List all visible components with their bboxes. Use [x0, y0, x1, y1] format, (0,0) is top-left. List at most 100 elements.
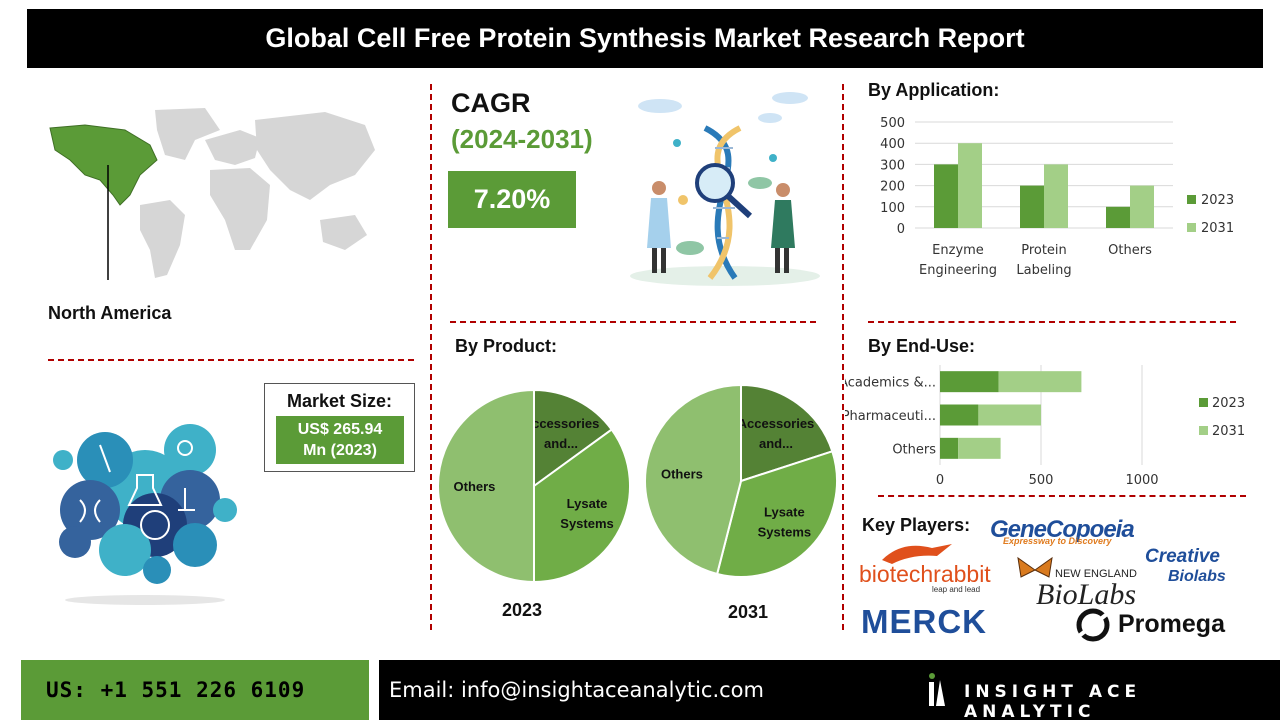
product-pie-2031: Accessories and... Lysate Systems Others: [644, 383, 838, 578]
legend-label: 2023: [1212, 396, 1245, 411]
logo-biotechrabbit-tagline: leap and lead: [932, 585, 981, 594]
cagr-value: 7.20%: [448, 171, 576, 228]
y-tick-label: 200: [880, 180, 905, 195]
promega-icon: [1076, 608, 1112, 647]
by-application-title: By Application:: [868, 80, 1000, 100]
footer-phone[interactable]: US: +1 551 226 6109: [21, 660, 369, 720]
pie-slice-label: Lysate: [764, 505, 805, 520]
cagr-years: (2024-2031): [451, 124, 593, 154]
pie-slice-label: Accessories: [523, 416, 600, 431]
bar-2031: [978, 404, 1041, 426]
y-tick-label: 400: [880, 137, 905, 152]
pie-slice-label: Others: [454, 479, 496, 494]
legend-swatch: [1187, 195, 1196, 204]
world-map: [49, 108, 375, 280]
divider-right-top: [868, 321, 1236, 323]
footer-email[interactable]: Email: info@insightaceanalytic.com: [389, 678, 764, 702]
legend-label: 2031: [1212, 424, 1245, 439]
insight-ace-logo-icon: [927, 672, 947, 713]
enduse-bar-chart: 0 500 1000 Academics &... Pharmaceuti... Othe…: [845, 365, 1245, 488]
divider-vertical-left: [430, 84, 432, 630]
key-players-title: Key Players:: [862, 515, 971, 535]
pie-slice: [533, 428, 631, 584]
logo-merck: MERCK: [861, 603, 987, 640]
pie-slice-label: and...: [544, 436, 578, 451]
pie-slice: [437, 388, 535, 584]
footer-brand: INSIGHT ACE ANALYTIC: [964, 682, 1142, 720]
x-tick-label: 500: [1029, 473, 1054, 488]
europe-shape: [205, 130, 260, 165]
x-tick-label: Labeling: [1016, 263, 1071, 278]
bar-2023: [934, 164, 958, 228]
divider-left: [48, 359, 414, 361]
y-tick-label: Pharmaceuti...: [845, 409, 936, 424]
south-america-shape: [140, 200, 185, 278]
africa-shape: [210, 168, 270, 250]
y-tick-label: 500: [880, 116, 905, 131]
bar-2023: [940, 404, 979, 426]
pie-slice: [644, 383, 742, 576]
logo-neb-top: NEW ENGLAND: [1055, 568, 1137, 580]
pie-slice-label: Systems: [560, 516, 613, 531]
y-tick-label: 0: [897, 222, 905, 237]
market-size-line2: Mn (2023): [303, 442, 377, 459]
market-size-line1: US$ 265.94: [297, 421, 383, 438]
x-tick-label: Enzyme: [932, 243, 984, 258]
market-size-title: Market Size:: [286, 391, 393, 411]
pie-slice: [715, 450, 838, 578]
pie-slice: [533, 388, 614, 488]
australia-shape: [320, 215, 367, 250]
bar-2023: [1106, 206, 1130, 228]
y-tick-label: Others: [892, 442, 936, 457]
pie-slice-label: Systems: [758, 525, 811, 540]
legend-swatch: [1199, 426, 1208, 435]
region-label: North America: [48, 303, 172, 323]
divider-right-bottom: [878, 495, 1246, 497]
dna-research-illustration: [630, 92, 820, 286]
pie-slice-label: Others: [661, 467, 703, 482]
bar-2023: [940, 371, 999, 393]
logo-genecopoeia-tagline: Expressway to Discovery: [1003, 536, 1112, 546]
by-enduse-title: By End-Use:: [868, 336, 976, 356]
divider-middle: [450, 321, 816, 323]
x-tick-label: Protein: [1021, 243, 1067, 258]
legend-label: 2023: [1201, 193, 1234, 208]
asia-shape: [255, 112, 375, 200]
cagr-title: CAGR: [451, 88, 531, 118]
by-product-title: By Product:: [455, 336, 558, 356]
pie-slice-label: Lysate: [567, 496, 608, 511]
butterfly-icon: [1015, 555, 1055, 590]
application-bar-chart: 0 100 200 300 400 500 Enzyme Engineering Protein…: [880, 116, 1234, 278]
science-icons-illustration: [53, 424, 237, 605]
footer-bar: Email: info@insightaceanalytic.com INSIG…: [379, 660, 1280, 720]
bar-2023: [1020, 185, 1044, 228]
y-tick-label: Academics &...: [845, 376, 936, 391]
bar-2031: [958, 143, 982, 228]
logo-creative-biolabs: Biolabs: [1168, 568, 1226, 585]
north-america-shape: [49, 124, 158, 206]
bar-2031: [958, 437, 1001, 459]
y-tick-label: 300: [880, 158, 905, 173]
legend-swatch: [1187, 223, 1196, 232]
x-tick-label: 1000: [1125, 473, 1158, 488]
market-size-value: US$ 265.94 Mn (2023): [276, 416, 404, 464]
x-tick-label: 0: [936, 473, 944, 488]
divider-vertical-right: [842, 84, 844, 630]
pie-year-2031: 2031: [728, 602, 769, 622]
logo-biotechrabbit: biotechrabbit: [859, 561, 991, 587]
pie-slice: [740, 383, 834, 483]
logo-creative: Creative: [1145, 546, 1220, 567]
bar-2023: [940, 437, 959, 459]
bar-2031: [998, 371, 1082, 393]
pie-year-2023: 2023: [502, 600, 543, 620]
logo-neb-biolabs: BioLabs: [1036, 578, 1137, 611]
legend-label: 2031: [1201, 221, 1234, 236]
bar-2031: [1044, 164, 1068, 228]
legend-swatch: [1199, 398, 1208, 407]
x-tick-label: Engineering: [919, 263, 997, 278]
greenland-shape: [155, 108, 220, 160]
product-pie-2023: Accessories and... Lysate Systems Others: [437, 388, 631, 584]
y-tick-label: 100: [880, 201, 905, 216]
pie-slice-label: and...: [759, 436, 793, 451]
logo-genecopoeia: GeneCopoeia: [990, 516, 1135, 543]
